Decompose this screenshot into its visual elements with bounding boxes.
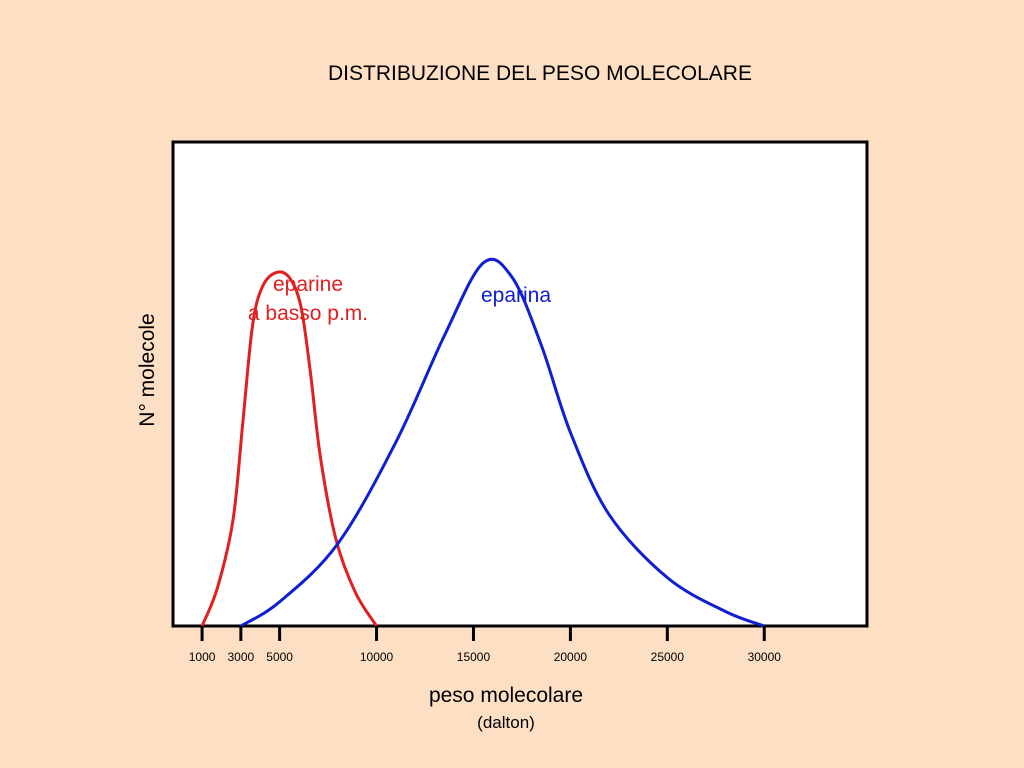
series-label-lmw-heparin: eparine a basso p.m.	[248, 270, 368, 328]
series-line-1	[240, 257, 765, 628]
x-tick-label: 15000	[457, 650, 491, 664]
x-tick-label: 3000	[227, 650, 254, 664]
x-tick-label: 5000	[266, 650, 293, 664]
x-tick-label: 25000	[651, 650, 685, 664]
x-tick-label: 20000	[554, 650, 588, 664]
series-label-line: eparina	[480, 284, 552, 307]
x-tick-label: 10000	[360, 650, 394, 664]
x-tick-label: 30000	[748, 650, 782, 664]
y-axis-label: N° molecole	[136, 313, 159, 427]
x-axis-unit: (dalton)	[477, 713, 535, 732]
plot-area	[171, 140, 869, 628]
x-tick-label: 1000	[189, 650, 216, 664]
x-axis-label: peso molecolare	[428, 684, 584, 707]
series-label-line: a basso p.m.	[247, 302, 369, 325]
series-label-line: eparine	[272, 273, 344, 296]
chart-title: DISTRIBUZIONE DEL PESO MOLECOLARE	[328, 62, 752, 85]
series-label-heparin: eparina	[481, 281, 551, 310]
series-line-0	[200, 270, 378, 627]
